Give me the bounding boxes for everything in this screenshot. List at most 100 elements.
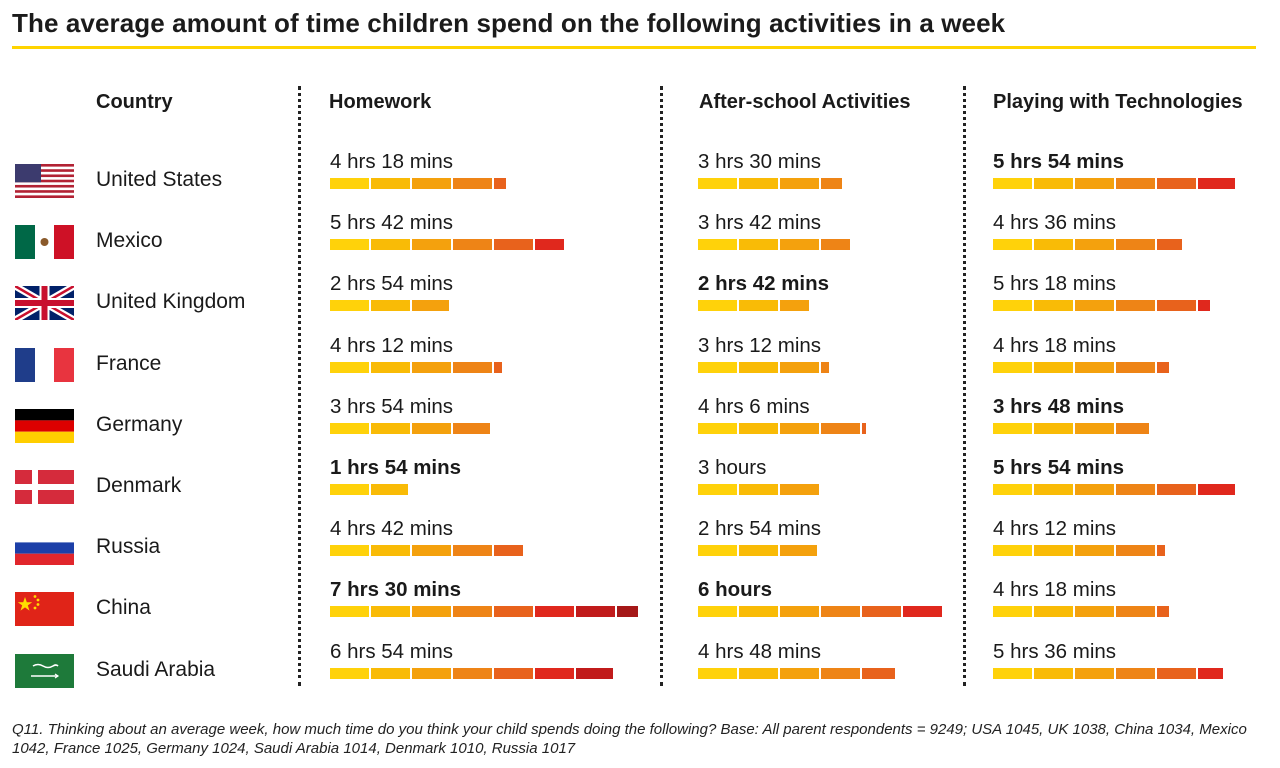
bar-segment — [371, 667, 410, 679]
bar-segment — [821, 178, 842, 189]
homework-cell: 5 hrs 42 mins — [330, 211, 660, 272]
technology-cell: 4 hrs 12 mins — [993, 517, 1280, 578]
bar-segment — [412, 361, 451, 373]
bar-segment — [412, 667, 451, 679]
bar-segment — [371, 606, 410, 618]
table-row: Mexico 5 hrs 42 mins 3 hrs 42 mins 4 hrs 36… — [0, 211, 1280, 272]
after-school-bar — [698, 545, 1018, 557]
bar-segment — [739, 422, 778, 434]
homework-bar — [330, 606, 650, 618]
homework-cell: 4 hrs 18 mins — [330, 150, 660, 211]
after-school-bar — [698, 361, 1018, 373]
data-label: 4 hrs 12 mins — [993, 517, 1117, 541]
table-row: Russia 4 hrs 42 mins 2 hrs 54 mins 4 hrs 12… — [0, 517, 1280, 578]
bar-segment — [821, 606, 860, 618]
after-school-bar — [698, 178, 1018, 189]
bar-segment — [780, 239, 819, 251]
bar-segment — [993, 361, 1032, 373]
bar-segment — [993, 484, 1032, 495]
homework-bar — [330, 239, 650, 251]
bar-segment — [1034, 239, 1073, 251]
bar-segment — [330, 545, 369, 557]
header-after-school: After-school Activities — [699, 91, 911, 113]
bar-segment — [371, 239, 410, 251]
bar-segment — [1198, 484, 1235, 495]
bar-segment — [903, 606, 942, 618]
homework-cell: 7 hrs 30 mins — [330, 578, 660, 639]
header-country: Country — [96, 91, 173, 113]
country-label: United States — [96, 168, 223, 191]
bar-segment — [1116, 484, 1155, 495]
bar-segment — [453, 361, 492, 373]
bar-segment — [1198, 667, 1223, 679]
data-label: 4 hrs 6 mins — [698, 394, 810, 418]
bar-segment — [1116, 606, 1155, 618]
saudi-arabia-flag-icon — [15, 653, 74, 688]
technology-cell: 4 hrs 36 mins — [993, 211, 1280, 272]
data-label: 3 hours — [698, 456, 767, 479]
bar-segment — [1075, 667, 1114, 679]
bar-segment — [821, 667, 860, 679]
header-technology: Playing with Technologies — [993, 91, 1243, 113]
bar-segment — [617, 606, 638, 618]
homework-bar — [330, 300, 650, 312]
country-label: China — [96, 596, 151, 620]
uk-flag-icon — [15, 286, 74, 321]
us-flag-icon — [15, 164, 74, 198]
after-school-cell: 4 hrs 6 mins — [698, 395, 1028, 456]
technology-bar — [993, 422, 1280, 434]
homework-cell: 4 hrs 12 mins — [330, 334, 660, 395]
technology-cell: 4 hrs 18 mins — [993, 334, 1280, 395]
homework-bar — [330, 667, 650, 679]
bar-segment — [993, 239, 1032, 251]
column-divider — [660, 86, 663, 686]
technology-cell: 4 hrs 18 mins — [993, 578, 1280, 639]
technology-bar — [993, 239, 1280, 251]
bar-segment — [862, 667, 895, 679]
bar-segment — [453, 667, 492, 679]
bar-segment — [1157, 667, 1196, 679]
bar-segment — [1075, 545, 1114, 557]
bar-segment — [862, 606, 901, 618]
data-label: 1 hrs 54 mins — [330, 456, 462, 479]
bar-segment — [739, 178, 778, 189]
bar-segment — [698, 361, 737, 373]
bar-segment — [739, 300, 778, 312]
bar-segment — [1157, 239, 1182, 251]
technology-bar — [993, 667, 1280, 679]
data-label: 3 hrs 48 mins — [993, 394, 1125, 418]
bar-segment — [1157, 606, 1170, 618]
bar-segment — [1075, 422, 1114, 434]
table-row: Saudi Arabia 6 hrs 54 mins 4 hrs 48 mins 5 … — [0, 640, 1280, 701]
bar-segment — [780, 422, 819, 434]
bar-segment — [1034, 422, 1073, 434]
country-label: Saudi Arabia — [96, 657, 216, 681]
bar-segment — [1157, 300, 1196, 312]
technology-cell: 5 hrs 18 mins — [993, 272, 1280, 333]
bar-segment — [780, 606, 819, 618]
technology-bar — [993, 606, 1280, 618]
bar-segment — [1075, 239, 1114, 251]
bar-segment — [1198, 300, 1211, 312]
after-school-cell: 3 hrs 30 mins — [698, 150, 1028, 211]
bar-segment — [494, 178, 507, 189]
data-label: 5 hrs 54 mins — [993, 150, 1125, 173]
homework-cell: 6 hrs 54 mins — [330, 640, 660, 701]
bar-segment — [576, 667, 613, 679]
bar-segment — [535, 606, 574, 618]
after-school-cell: 2 hrs 42 mins — [698, 272, 1028, 333]
homework-cell: 2 hrs 54 mins — [330, 272, 660, 333]
bar-segment — [993, 178, 1032, 189]
bar-segment — [330, 300, 369, 312]
homework-bar — [330, 545, 650, 557]
bar-segment — [453, 239, 492, 251]
data-label: 5 hrs 54 mins — [993, 456, 1125, 479]
bar-segment — [1034, 667, 1073, 679]
bar-segment — [780, 361, 819, 373]
bar-segment — [1116, 239, 1155, 251]
bar-segment — [494, 606, 533, 618]
bar-segment — [821, 239, 850, 251]
technology-bar — [993, 545, 1280, 557]
denmark-flag-icon — [15, 470, 74, 504]
bar-segment — [412, 545, 451, 557]
